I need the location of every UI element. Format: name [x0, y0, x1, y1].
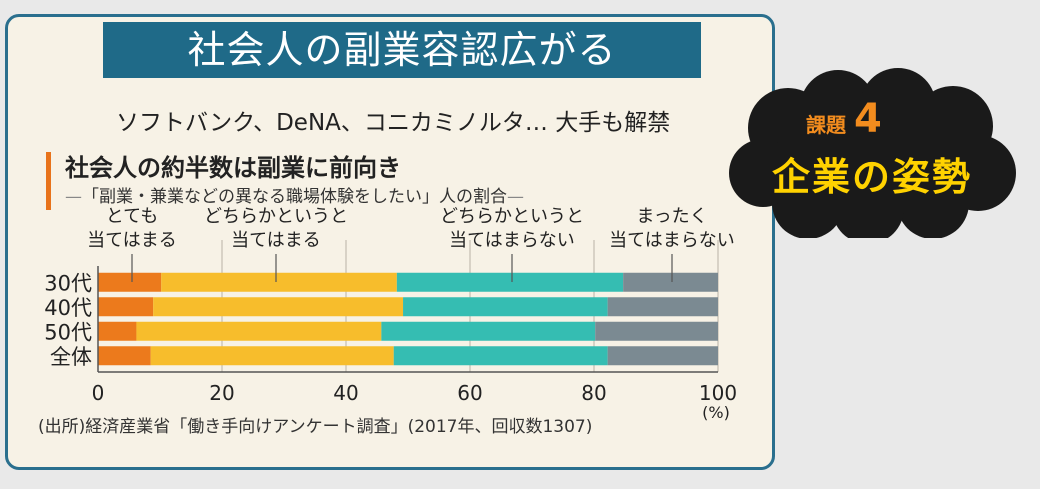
bar-segment — [607, 346, 718, 366]
page-title: 社会人の副業容認広がる — [103, 22, 701, 78]
bar-segment — [396, 272, 624, 292]
bar-segment — [381, 321, 596, 341]
cloud-shape — [729, 68, 1016, 238]
bar-segment — [98, 346, 151, 366]
tick-label: 80 — [581, 381, 606, 405]
bar-segment — [153, 297, 404, 317]
chart-title: 社会人の約半数は副業に前向き — [65, 154, 401, 182]
bar-segment — [623, 272, 718, 292]
legend-label-line: 当てはまらない — [609, 230, 735, 251]
bar-segment — [403, 297, 608, 317]
legend-label: とても当てはまる — [87, 206, 177, 251]
legend-label: どちらかというと当てはまらない — [440, 206, 584, 251]
bar-segment — [136, 321, 382, 341]
tick-label: 0 — [92, 381, 105, 405]
dash-decoration: — — [507, 187, 524, 207]
bar-segment — [98, 272, 162, 292]
category-label: 全体 — [50, 345, 92, 369]
bar-segment — [595, 321, 718, 341]
legend-label-line: 当てはまる — [87, 230, 177, 251]
dash-decoration: — — [65, 187, 82, 207]
badge-text: 企業の姿勢 — [772, 155, 973, 199]
chart-subtitle: 「副業・兼業などの異なる職場体験をしたい」人の割合 — [82, 187, 507, 207]
tick-label: 20 — [209, 381, 234, 405]
challenge-badge: 課題 4 企業の姿勢 — [728, 68, 1020, 238]
category-label: 30代 — [44, 271, 92, 295]
legend-label-line: とても — [106, 206, 159, 227]
legend-label-line: どちらかというと — [440, 206, 584, 227]
legend-label-line: まったく — [636, 206, 707, 227]
tick-label: 40 — [333, 381, 358, 405]
chart-header: 社会人の約半数は副業に前向き —「副業・兼業などの異なる職場体験をしたい」人の割… — [46, 152, 524, 210]
source-note: (出所)経済産業省「働き手向けアンケート調査」(2017年、回収数1307) — [38, 417, 592, 437]
legend-label-line: どちらかというと — [204, 206, 348, 227]
badge-number: 4 — [854, 96, 882, 142]
chart-subtitle-line: —「副業・兼業などの異なる職場体験をしたい」人の割合— — [65, 184, 524, 210]
bar-segment — [607, 297, 718, 317]
tick-label: 60 — [457, 381, 482, 405]
bar-segment — [98, 321, 137, 341]
bar-segment — [393, 346, 608, 366]
legend-label-line: 当てはまる — [231, 230, 321, 251]
tick-label: 100 — [699, 381, 737, 405]
bar-segment — [161, 272, 397, 292]
unit-label: (%) — [702, 403, 730, 422]
legend-label: どちらかというと当てはまる — [204, 206, 348, 251]
legend-label: まったく当てはまらない — [609, 206, 735, 251]
category-label: 50代 — [44, 320, 92, 344]
bar-segment — [98, 297, 154, 317]
badge-label-text: 課題 — [806, 113, 846, 137]
category-label: 40代 — [44, 296, 92, 320]
legend-label-line: 当てはまらない — [449, 230, 575, 251]
badge-label: 課題 4 — [806, 96, 882, 142]
bar-segment — [150, 346, 394, 366]
page-subtitle: ソフトバンク、DeNA、コニカミノルタ… 大手も解禁 — [116, 110, 671, 136]
infographic-card: 社会人の副業容認広がる ソフトバンク、DeNA、コニカミノルタ… 大手も解禁 社… — [5, 14, 775, 470]
